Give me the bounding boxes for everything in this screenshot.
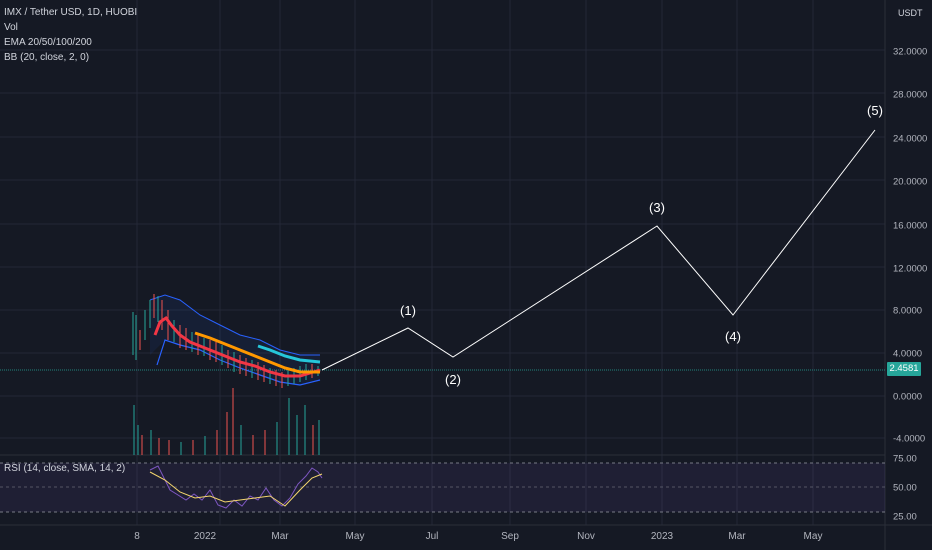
current-price-badge: 2.4581 bbox=[887, 362, 921, 376]
time-axis-label: Mar bbox=[271, 531, 289, 542]
bollinger-band-fill bbox=[150, 295, 320, 385]
rsi-line bbox=[149, 465, 323, 509]
price-axis-label: -4.0000 bbox=[893, 433, 926, 445]
price-axis-label: 32.0000 bbox=[893, 46, 928, 58]
ema-20-line-b bbox=[209, 348, 321, 378]
ema-50-line bbox=[194, 331, 320, 374]
rsi-band bbox=[0, 463, 885, 512]
time-axis-label: May bbox=[345, 531, 365, 542]
legend-volume[interactable]: Vol bbox=[4, 22, 18, 33]
price-axis-label: 16.0000 bbox=[893, 220, 928, 232]
grid-lines bbox=[0, 0, 885, 525]
wave-label-5[interactable]: (5) bbox=[867, 103, 883, 118]
rsi-sma-line bbox=[149, 471, 323, 507]
time-axis-label: 2023 bbox=[650, 531, 674, 542]
price-axis-label: 24.0000 bbox=[893, 133, 928, 145]
rsi-axis-label: 75.00 bbox=[893, 453, 917, 465]
volume-bars bbox=[133, 388, 320, 455]
time-axis-label: May bbox=[803, 531, 823, 542]
currency-badge: USDT bbox=[896, 8, 925, 18]
price-axis-label: 4.0000 bbox=[893, 348, 923, 360]
wave-label-1[interactable]: (1) bbox=[400, 303, 416, 318]
price-axis-label: 12.0000 bbox=[893, 263, 928, 275]
price-axis-label: 28.0000 bbox=[893, 89, 928, 101]
price-axis-label: 20.0000 bbox=[893, 176, 928, 188]
legend-bollinger[interactable]: BB (20, close, 2, 0) bbox=[4, 52, 90, 63]
time-axis-label: Nov bbox=[577, 531, 595, 542]
chart-legend: IMX / Tether USD, 1D, HUOBI Vol EMA 20/5… bbox=[4, 5, 137, 65]
time-axis-label: 8 bbox=[134, 531, 140, 542]
legend-ema[interactable]: EMA 20/50/100/200 bbox=[4, 37, 92, 48]
wave-label-4[interactable]: (4) bbox=[725, 329, 741, 344]
rsi-axis-label: 50.00 bbox=[893, 482, 917, 494]
wave-label-2[interactable]: (2) bbox=[445, 372, 461, 387]
price-axis-label: 8.0000 bbox=[893, 305, 923, 317]
elliott-wave-projection bbox=[321, 129, 876, 371]
time-axis-label: Jul bbox=[425, 531, 439, 542]
ema-100-line bbox=[257, 344, 321, 364]
bollinger-lower bbox=[156, 339, 321, 386]
bollinger-upper bbox=[149, 294, 320, 356]
wave-label-3[interactable]: (3) bbox=[649, 200, 665, 215]
time-axis-label: Mar bbox=[728, 531, 746, 542]
legend-rsi[interactable]: RSI (14, close, SMA, 14, 2) bbox=[4, 463, 126, 474]
ema-20-line bbox=[153, 315, 211, 352]
time-axis-label: Sep bbox=[501, 531, 519, 542]
rsi-axis-label: 25.00 bbox=[893, 511, 917, 523]
price-axis-label: 0.0000 bbox=[893, 391, 923, 403]
time-axis-label: 2022 bbox=[193, 531, 217, 542]
legend-symbol[interactable]: IMX / Tether USD, 1D, HUOBI bbox=[4, 7, 138, 18]
